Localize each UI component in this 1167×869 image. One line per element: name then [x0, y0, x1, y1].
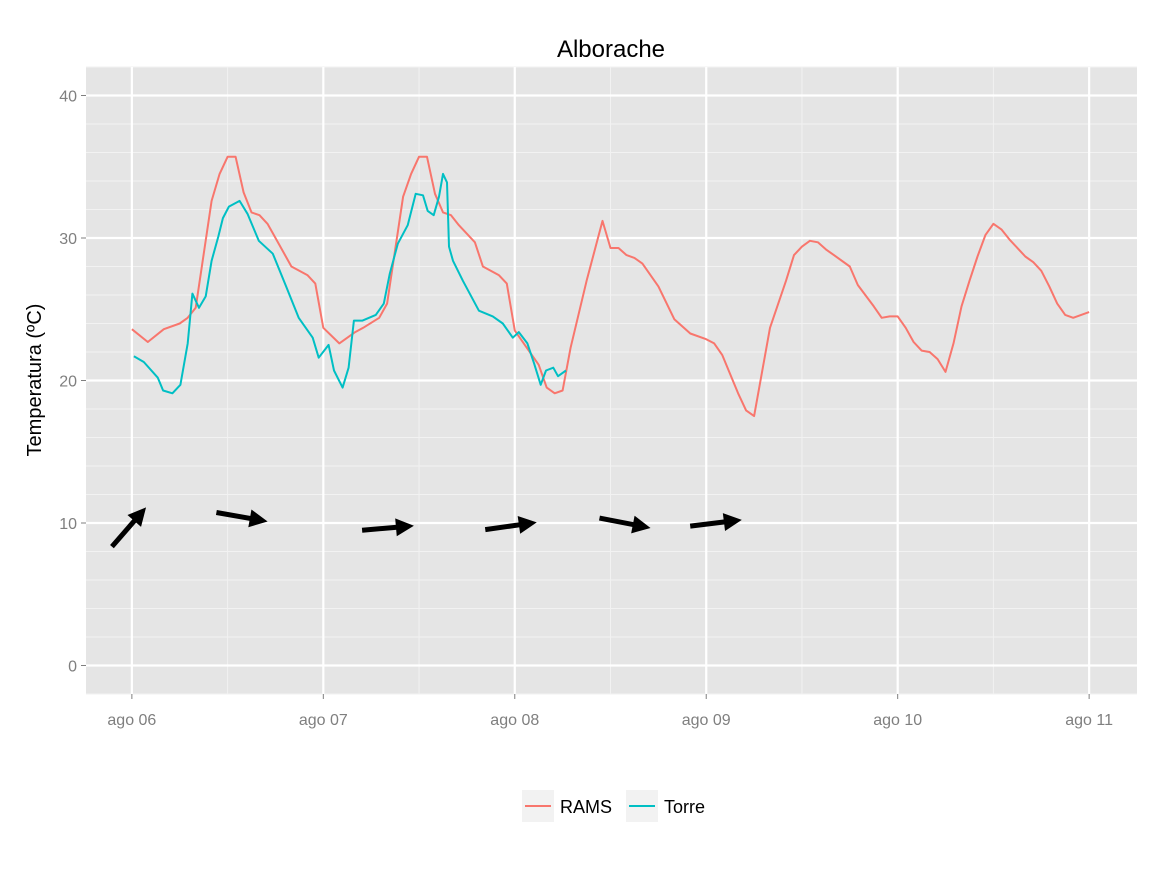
y-tick-label: 0 — [68, 659, 77, 676]
major-gridlines — [86, 67, 1137, 694]
legend-label: Torre — [664, 797, 705, 817]
wind-arrow-icon — [689, 513, 742, 531]
x-tick-label: ago 09 — [682, 712, 731, 729]
wind-arrow-icon — [110, 507, 147, 549]
x-tick-label: ago 10 — [873, 712, 922, 729]
x-tick-label: ago 11 — [1065, 712, 1113, 729]
series-line-rams — [131, 155, 1090, 418]
y-tick-label: 30 — [59, 231, 77, 248]
y-axis-label: Temperatura (ºC) — [24, 304, 46, 457]
y-tick-label: 20 — [59, 374, 77, 391]
series-lines — [131, 155, 1090, 418]
wind-arrow-icon — [599, 515, 651, 534]
y-axis: 0 10 20 30 40 — [59, 89, 86, 676]
legend-item-torre: Torre — [626, 790, 705, 822]
wind-arrow-icon — [484, 515, 537, 534]
x-tick-label: ago 07 — [299, 712, 348, 729]
y-tick-label: 10 — [59, 516, 77, 533]
legend: RAMS Torre — [522, 790, 705, 822]
y-tick-label: 40 — [59, 89, 77, 106]
legend-item-rams: RAMS — [522, 790, 612, 822]
x-tick-label: ago 06 — [107, 712, 156, 729]
x-tick-label: ago 08 — [490, 712, 539, 729]
wind-arrow-icon — [215, 509, 268, 528]
series-line-torre — [133, 172, 567, 395]
x-axis: ago 06 ago 07 ago 08 ago 09 ago 10 ago 11 — [107, 694, 1113, 729]
legend-label: RAMS — [560, 797, 612, 817]
wind-arrows — [110, 507, 742, 549]
wind-arrow-icon — [361, 518, 414, 537]
chart-title: Alborache — [557, 36, 665, 63]
